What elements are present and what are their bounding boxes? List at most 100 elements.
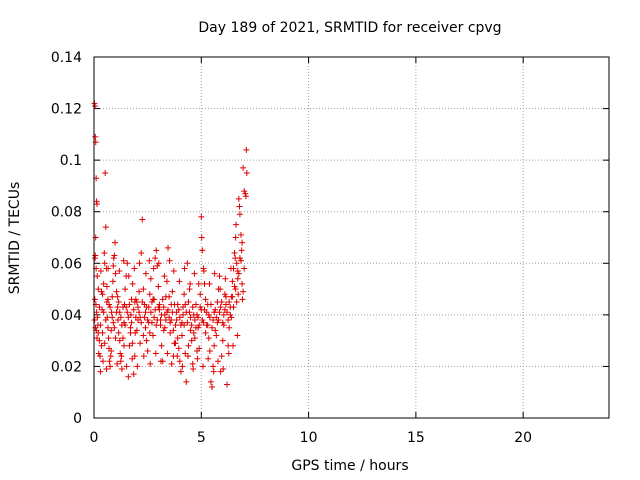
data-point (142, 309, 149, 316)
data-point (229, 278, 236, 285)
data-point (124, 309, 131, 316)
x-tick-label: 0 (90, 430, 99, 446)
data-point (212, 306, 219, 313)
data-point (92, 102, 99, 109)
data-point (127, 311, 134, 318)
data-point (124, 260, 131, 267)
y-tick-label: 0 (73, 411, 82, 427)
data-point (111, 252, 118, 259)
data-point (200, 268, 207, 275)
chart-title: Day 189 of 2021, SRMTID for receiver cpv… (198, 20, 501, 36)
data-point (191, 317, 198, 324)
data-point (187, 314, 194, 321)
data-point (144, 317, 151, 324)
x-tick-label: 20 (514, 430, 532, 446)
data-point (177, 322, 184, 329)
data-point (173, 317, 180, 324)
data-point (168, 317, 175, 324)
data-point (129, 280, 136, 287)
data-point (158, 342, 165, 349)
data-point (241, 265, 248, 272)
y-tick-label: 0.12 (51, 102, 82, 118)
data-point (133, 327, 140, 334)
data-point (217, 304, 224, 311)
data-point (94, 200, 101, 207)
data-point (243, 170, 250, 177)
data-point (187, 327, 194, 334)
plot-frame (93, 56, 610, 419)
data-point (210, 363, 217, 370)
data-point (171, 301, 178, 308)
data-point (101, 249, 108, 256)
data-point (184, 260, 191, 267)
data-point (147, 275, 154, 282)
data-point (115, 298, 122, 305)
data-point (210, 317, 217, 324)
data-point (225, 317, 232, 324)
data-point (109, 293, 116, 300)
data-point (239, 239, 246, 246)
data-point (130, 371, 137, 378)
data-point (242, 193, 249, 200)
data-point (104, 296, 111, 303)
data-point (145, 319, 152, 326)
data-point (205, 355, 212, 362)
data-point (125, 314, 132, 321)
data-point (226, 324, 233, 331)
data-point (195, 314, 202, 321)
data-point (159, 296, 166, 303)
data-point (172, 322, 179, 329)
data-point (213, 332, 220, 339)
data-point (110, 319, 117, 326)
data-point (142, 270, 149, 277)
data-point (155, 283, 162, 290)
data-point (100, 358, 107, 365)
data-point (129, 355, 136, 362)
data-point (234, 268, 241, 275)
data-point (137, 340, 144, 347)
data-point (227, 265, 234, 272)
data-point (189, 304, 196, 311)
data-point (217, 368, 224, 375)
data-point (95, 286, 102, 293)
data-point (200, 319, 207, 326)
data-point (241, 188, 248, 195)
data-point (175, 345, 182, 352)
data-point (100, 280, 107, 287)
data-point (183, 378, 190, 385)
data-point (114, 293, 121, 300)
data-point (94, 273, 101, 280)
data-point (219, 337, 226, 344)
data-point (212, 327, 219, 334)
data-point (99, 329, 106, 336)
data-point (231, 283, 238, 290)
data-point (176, 278, 183, 285)
data-point (237, 257, 244, 264)
data-point (198, 234, 205, 241)
data-point (151, 314, 158, 321)
data-point (115, 317, 122, 324)
data-point (178, 332, 185, 339)
data-point (96, 304, 103, 311)
data-point (211, 342, 218, 349)
data-point (147, 309, 154, 316)
data-point (232, 234, 239, 241)
data-point (117, 314, 124, 321)
data-point (199, 247, 206, 254)
data-point (147, 360, 154, 367)
data-point (192, 301, 199, 308)
data-point (119, 304, 126, 311)
data-point (114, 360, 121, 367)
data-point (161, 273, 168, 280)
data-point (94, 314, 101, 321)
data-point (194, 347, 200, 354)
grid-lines (94, 57, 609, 418)
data-point (206, 314, 213, 321)
data-point (179, 363, 186, 370)
data-point (203, 322, 210, 329)
data-point (190, 311, 197, 318)
data-point (194, 355, 201, 362)
data-point (166, 293, 173, 300)
data-point (126, 342, 133, 349)
data-point (182, 301, 189, 308)
